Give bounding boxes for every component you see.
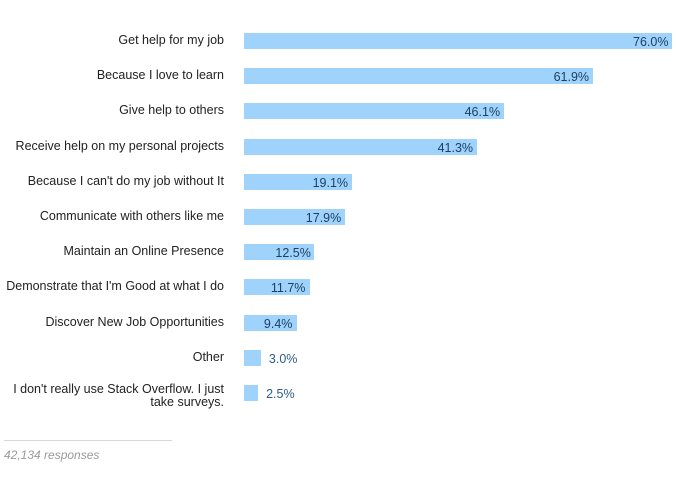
bar bbox=[244, 314, 297, 331]
bar bbox=[244, 349, 261, 366]
bar bbox=[244, 173, 352, 190]
category-label: Other bbox=[192, 349, 224, 364]
category-label: Discover New Job Opportunities bbox=[45, 314, 224, 329]
bar bbox=[244, 138, 477, 155]
data-label: 2.5% bbox=[266, 387, 295, 401]
data-label: 61.9% bbox=[553, 70, 590, 85]
category-label: Maintain an Online Presence bbox=[63, 244, 224, 259]
data-label: 3.0% bbox=[268, 351, 298, 366]
data-label: 76.0% bbox=[633, 35, 669, 49]
category-label: Demonstrate that I'm Good at what I do bbox=[6, 279, 224, 294]
data-label: 9.4% bbox=[263, 316, 293, 331]
responses-count: 42,134 responses bbox=[4, 448, 100, 462]
category-label: Receive help on my personal projects bbox=[15, 138, 224, 153]
category-label: Communicate with others like me bbox=[39, 209, 224, 223]
data-label: 12.5% bbox=[275, 246, 311, 261]
bar bbox=[244, 385, 259, 401]
data-label: 17.9% bbox=[305, 211, 342, 225]
bar bbox=[244, 244, 315, 261]
category-label: Because I can't do my job without It bbox=[27, 173, 224, 188]
bar bbox=[244, 103, 504, 120]
data-label: 11.7% bbox=[270, 281, 306, 296]
bar bbox=[244, 33, 672, 49]
category-label: I don't really use Stack Overflow. I jus… bbox=[13, 382, 224, 409]
bar bbox=[244, 279, 310, 296]
bar bbox=[244, 209, 345, 225]
category-label: Get help for my job bbox=[118, 33, 224, 47]
footer-divider bbox=[4, 440, 172, 441]
bar bbox=[244, 68, 593, 85]
data-label: 19.1% bbox=[312, 175, 349, 190]
category-label: Give help to others bbox=[119, 103, 224, 118]
category-label: Because I love to learn bbox=[96, 68, 224, 83]
data-label: 46.1% bbox=[464, 105, 501, 120]
data-label: 41.3% bbox=[437, 140, 474, 155]
